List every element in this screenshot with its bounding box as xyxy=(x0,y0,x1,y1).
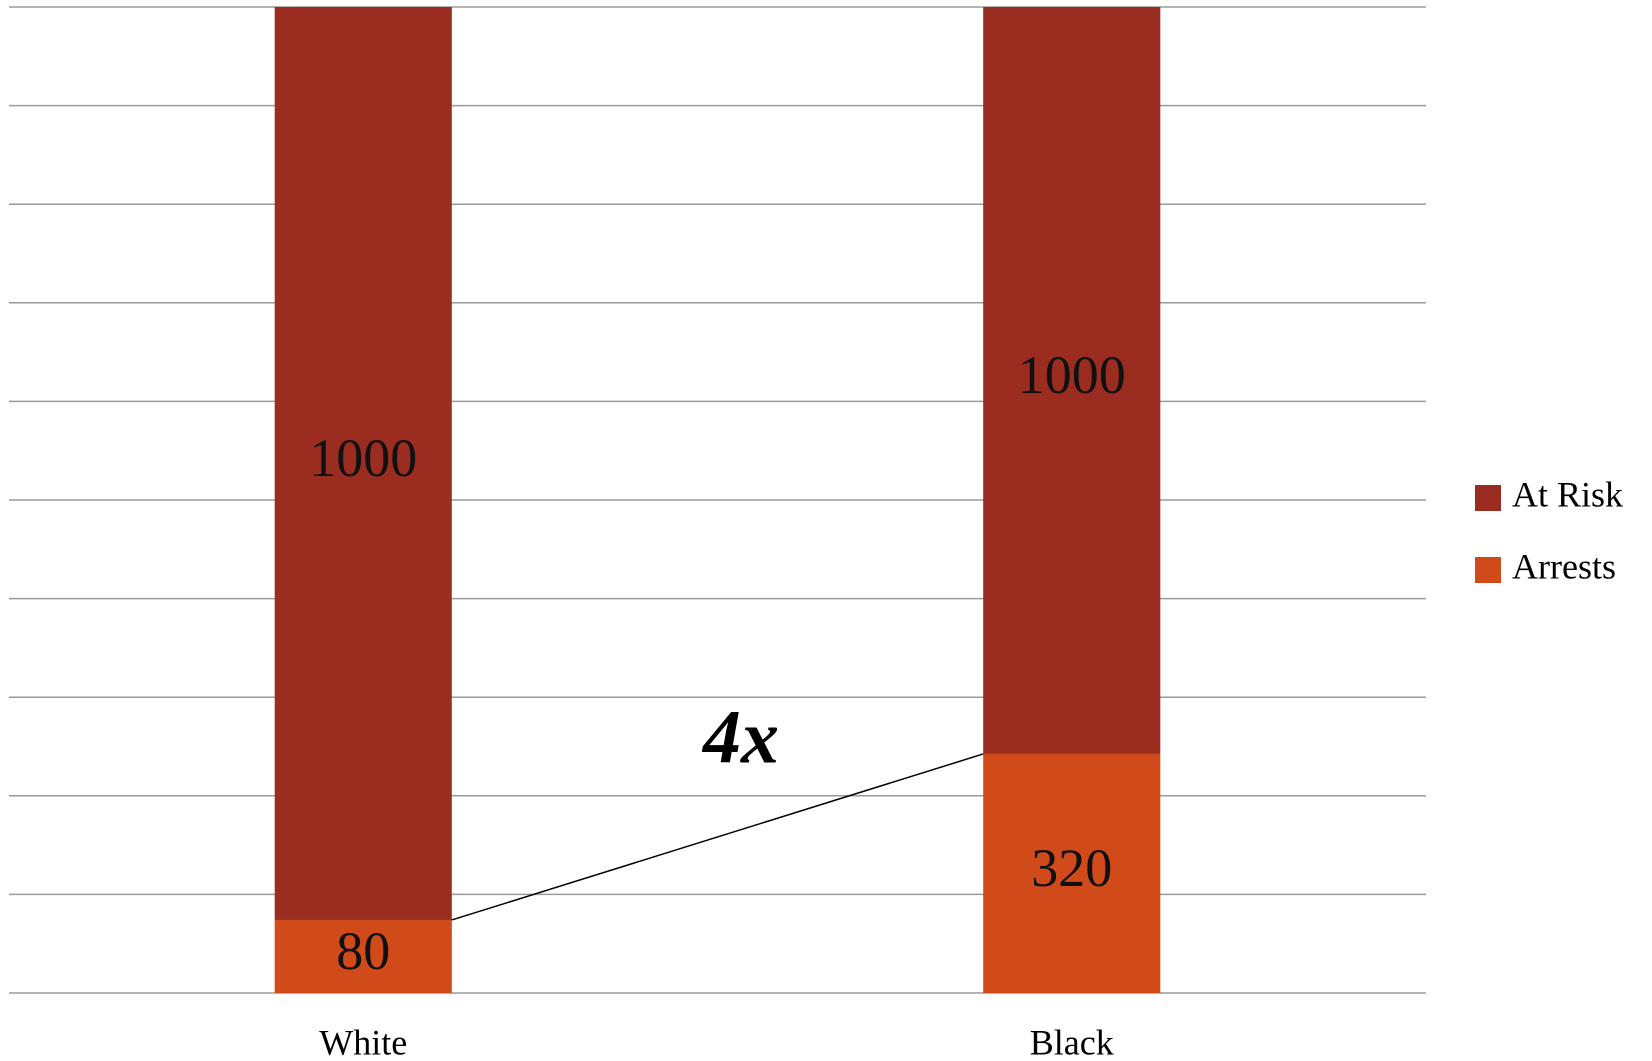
x-tick-label: Black xyxy=(1030,1022,1114,1061)
legend-label: Arrests xyxy=(1512,546,1616,586)
legend-swatch xyxy=(1475,485,1501,511)
data-label: 320 xyxy=(1031,838,1112,898)
bar-segment xyxy=(274,919,452,993)
annotation: 4x xyxy=(701,695,779,779)
connector-line xyxy=(451,753,984,921)
data-label: 1000 xyxy=(309,428,417,488)
data-label: 1000 xyxy=(1018,345,1126,405)
legend-label: At Risk xyxy=(1512,474,1623,514)
bar-segment xyxy=(983,753,1161,993)
bar-segment xyxy=(983,7,1161,754)
bar-segment xyxy=(274,7,452,920)
data-label: 80 xyxy=(336,921,390,981)
legend-swatch xyxy=(1475,557,1501,583)
x-tick-label: White xyxy=(319,1022,407,1061)
plot: 80 1000 White 320 1000 Black At Risk Arrests xyxy=(9,6,1623,1061)
